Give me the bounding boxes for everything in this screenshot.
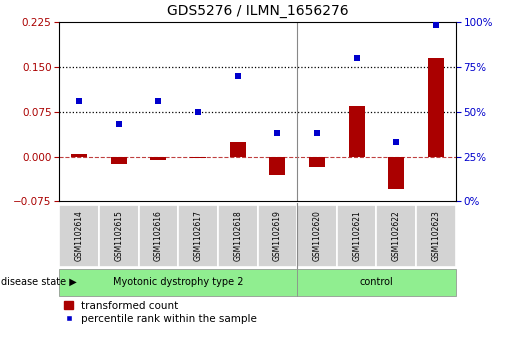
Text: GSM1102619: GSM1102619 — [273, 211, 282, 261]
FancyBboxPatch shape — [218, 205, 258, 267]
Point — [273, 130, 281, 135]
Legend: transformed count, percentile rank within the sample: transformed count, percentile rank withi… — [64, 301, 257, 324]
FancyBboxPatch shape — [376, 205, 416, 267]
FancyBboxPatch shape — [297, 205, 337, 267]
FancyBboxPatch shape — [99, 205, 139, 267]
Text: GSM1102620: GSM1102620 — [313, 211, 321, 261]
Point — [313, 130, 321, 135]
Text: control: control — [359, 277, 393, 287]
Text: Myotonic dystrophy type 2: Myotonic dystrophy type 2 — [113, 277, 244, 287]
FancyBboxPatch shape — [416, 205, 456, 267]
Text: GSM1102621: GSM1102621 — [352, 211, 361, 261]
Bar — [309, 156, 325, 167]
FancyBboxPatch shape — [337, 205, 376, 267]
Bar — [388, 156, 404, 189]
FancyBboxPatch shape — [59, 205, 99, 267]
FancyBboxPatch shape — [59, 269, 297, 296]
Bar — [349, 106, 365, 156]
Bar — [230, 142, 246, 156]
Text: GSM1102618: GSM1102618 — [233, 211, 242, 261]
Point — [114, 121, 123, 126]
Text: GSM1102623: GSM1102623 — [432, 211, 440, 261]
FancyBboxPatch shape — [258, 205, 297, 267]
Point — [233, 73, 242, 79]
FancyBboxPatch shape — [139, 205, 178, 267]
Bar — [71, 154, 87, 156]
Text: disease state ▶: disease state ▶ — [1, 277, 77, 287]
Text: GSM1102614: GSM1102614 — [75, 211, 83, 261]
Point — [154, 98, 162, 104]
Bar — [111, 156, 127, 164]
Bar — [428, 58, 444, 156]
Text: GSM1102617: GSM1102617 — [194, 211, 202, 261]
Bar — [190, 156, 206, 158]
Title: GDS5276 / ILMN_1656276: GDS5276 / ILMN_1656276 — [167, 4, 348, 18]
FancyBboxPatch shape — [297, 269, 456, 296]
Point — [392, 139, 401, 144]
Bar — [269, 156, 285, 175]
Point — [432, 22, 440, 28]
Bar — [150, 156, 166, 160]
Point — [352, 55, 360, 61]
FancyBboxPatch shape — [178, 205, 218, 267]
Text: GSM1102622: GSM1102622 — [392, 211, 401, 261]
Text: GSM1102615: GSM1102615 — [114, 211, 123, 261]
Text: GSM1102616: GSM1102616 — [154, 211, 163, 261]
Point — [75, 98, 83, 104]
Point — [194, 109, 202, 115]
